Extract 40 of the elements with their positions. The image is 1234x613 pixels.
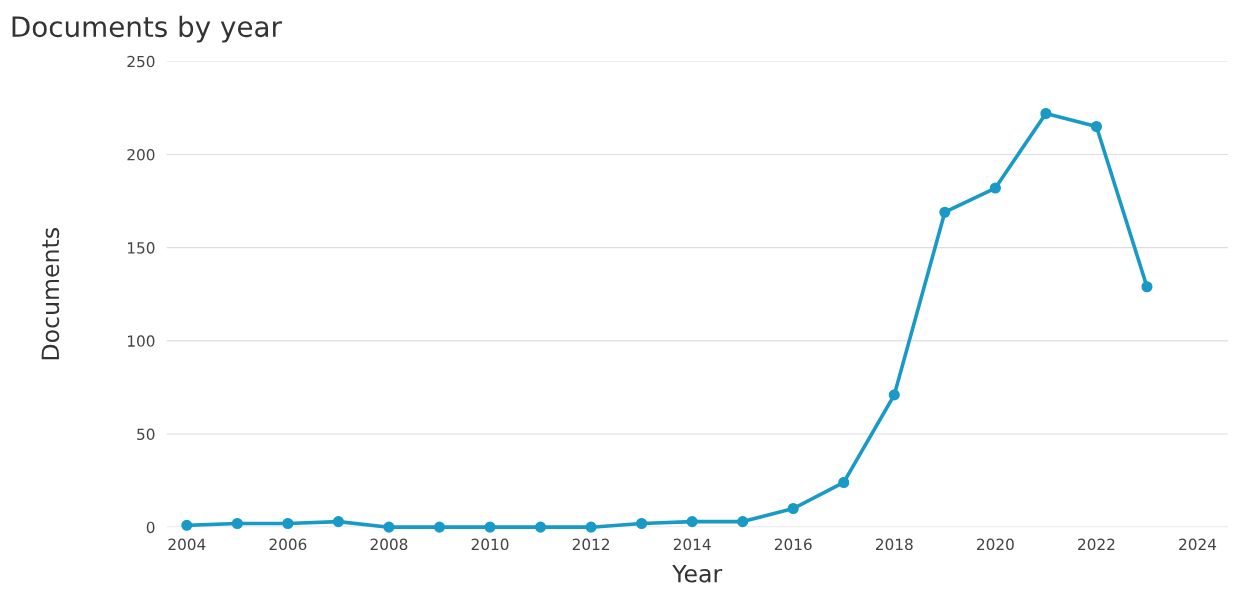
point — [1090, 120, 1102, 133]
y-axis-title: Documents — [41, 228, 60, 360]
x-tick-label: 2018 — [875, 538, 913, 551]
point — [534, 521, 547, 533]
chart-title: Documents by year — [12, 15, 282, 43]
x-tick-label: 2012 — [572, 538, 609, 551]
x-tick-label: 2010 — [471, 538, 509, 551]
y-tick-label: 100 — [128, 335, 155, 347]
y-tick-label: 250 — [127, 55, 155, 68]
point — [383, 521, 395, 533]
x-tick-label: 2016 — [774, 538, 812, 551]
x-tick-label: 2014 — [673, 538, 711, 551]
x-tick-label: 2020 — [977, 538, 1014, 551]
x-tick-label: 2024 — [1179, 538, 1217, 551]
x-tick-label: 2008 — [370, 538, 408, 551]
point — [989, 182, 1001, 194]
point — [787, 502, 799, 515]
point — [1141, 281, 1153, 293]
x-axis-title: Year — [672, 564, 723, 583]
x-tick-label: 2006 — [269, 538, 307, 551]
point — [939, 206, 951, 218]
point — [838, 476, 850, 489]
point — [1040, 107, 1052, 120]
point — [484, 521, 496, 533]
point — [433, 521, 446, 533]
point — [231, 517, 243, 530]
y-tick-label: 150 — [128, 242, 155, 254]
y-tick-label: 50 — [137, 428, 155, 441]
point — [686, 516, 698, 528]
point — [282, 517, 294, 530]
point — [737, 516, 749, 528]
point — [181, 519, 193, 531]
point — [888, 389, 900, 401]
point — [585, 521, 597, 533]
point — [332, 516, 344, 528]
x-tick-label: 2004 — [168, 538, 206, 551]
point — [636, 517, 648, 530]
y-tick-label: 0 — [146, 521, 155, 534]
x-tick-label: 2022 — [1078, 538, 1115, 551]
y-tick-label: 200 — [127, 148, 155, 161]
